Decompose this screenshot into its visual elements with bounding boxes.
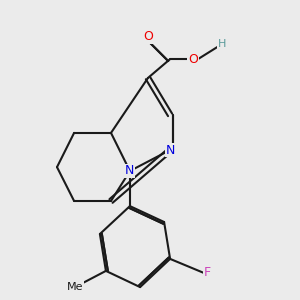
Text: O: O bbox=[188, 52, 198, 66]
Text: Me: Me bbox=[67, 282, 83, 292]
Text: F: F bbox=[204, 266, 211, 280]
Text: O: O bbox=[143, 30, 153, 44]
Text: H: H bbox=[218, 39, 226, 49]
Text: N: N bbox=[165, 143, 175, 157]
Text: N: N bbox=[125, 164, 135, 178]
